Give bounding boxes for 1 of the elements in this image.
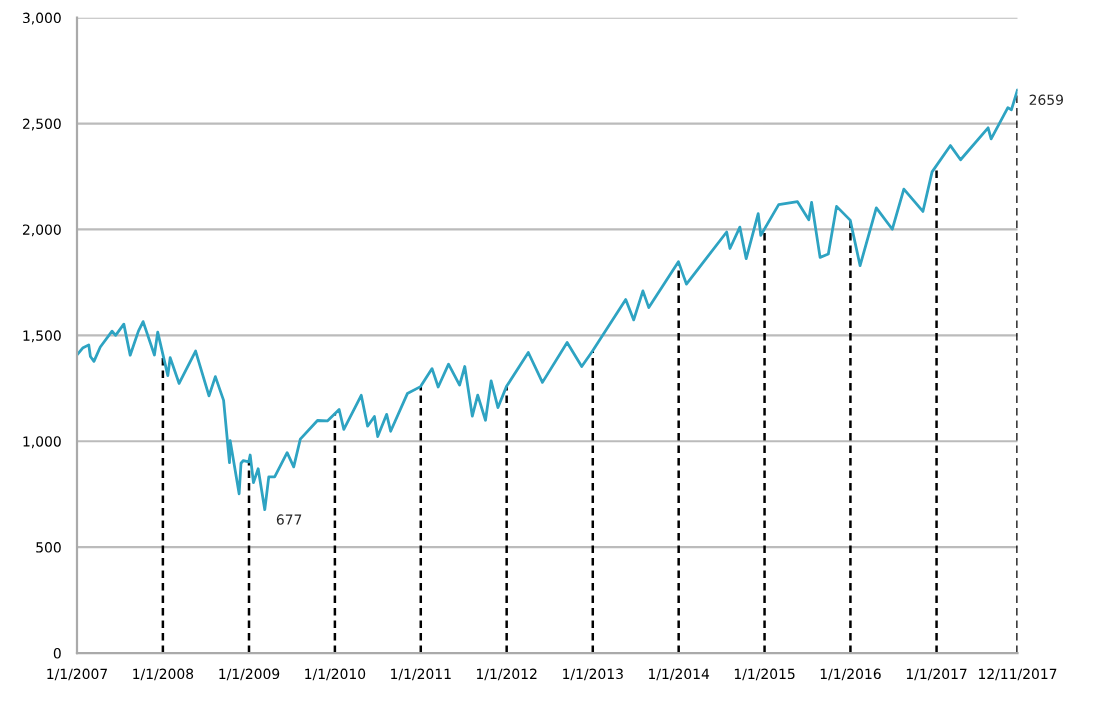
line-series [77, 88, 1018, 512]
